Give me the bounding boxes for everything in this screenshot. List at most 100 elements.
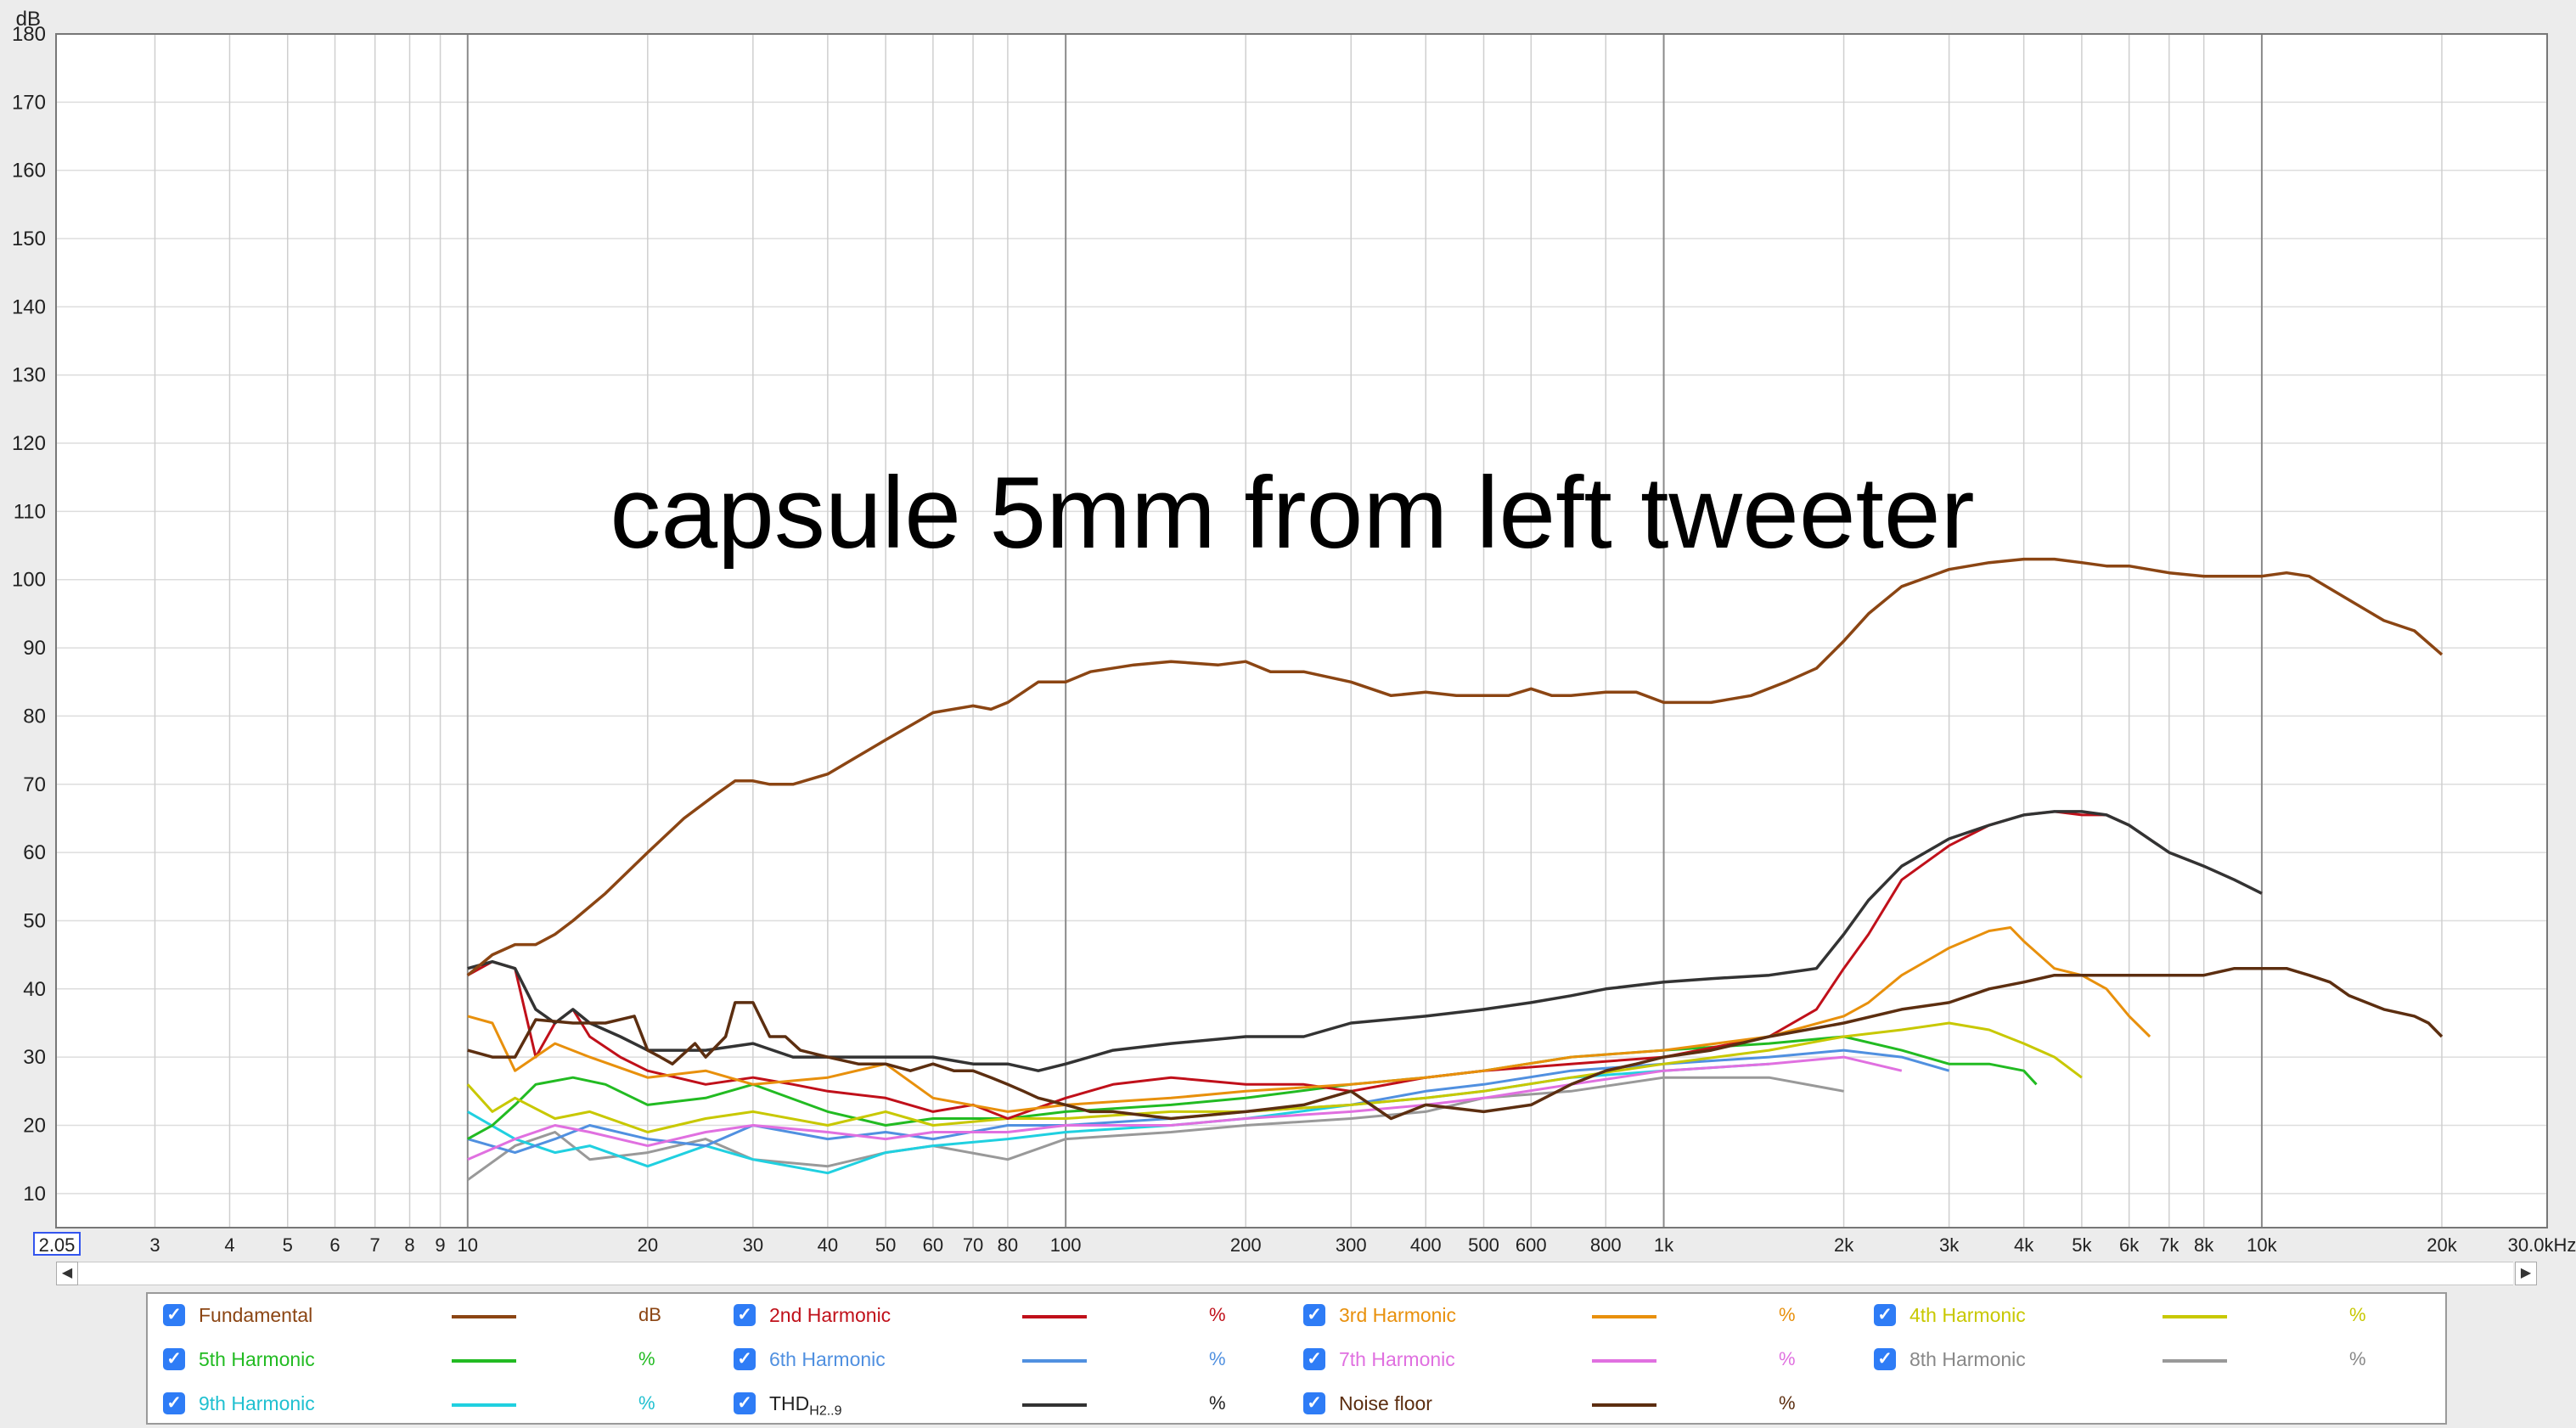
- legend-swatch: [1022, 1315, 1087, 1318]
- x-tick-label: 6: [329, 1234, 340, 1256]
- legend-unit: %: [1209, 1304, 1226, 1325]
- x-tick-label: 5: [283, 1234, 293, 1256]
- checkbox[interactable]: ✓: [1303, 1392, 1325, 1414]
- legend-label: Fundamental: [199, 1304, 313, 1326]
- plot-area: [56, 34, 2547, 1228]
- legend-unit: %: [638, 1392, 655, 1414]
- x-tick-label: 600: [1516, 1234, 1547, 1256]
- series-line-4th-harmonic: [466, 1021, 2083, 1133]
- x-tick-label: 6k: [2119, 1234, 2140, 1256]
- x-start-box[interactable]: [33, 1232, 81, 1256]
- y-tick-label: 110: [14, 500, 46, 523]
- horizontal-scrollbar[interactable]: [78, 1262, 2513, 1285]
- y-axis-label: dB: [16, 8, 41, 31]
- y-tick-label: 40: [23, 978, 46, 1001]
- checkbox[interactable]: ✓: [163, 1392, 185, 1414]
- legend-swatch: [452, 1403, 516, 1407]
- series-line-noise-floor: [467, 966, 2444, 1121]
- checkbox[interactable]: ✓: [1303, 1348, 1325, 1370]
- x-tick-label: 80: [998, 1234, 1018, 1256]
- legend-unit: %: [1209, 1392, 1226, 1414]
- legend-item-6th-harmonic: ✓ 6th Harmonic%: [734, 1341, 1277, 1375]
- checkbox[interactable]: ✓: [163, 1304, 185, 1326]
- y-tick-label: 30: [23, 1046, 46, 1069]
- x-tick-label: 8k: [2194, 1234, 2214, 1256]
- legend-swatch: [1592, 1359, 1656, 1363]
- legend-swatch: [452, 1315, 516, 1318]
- y-tick-label: 180: [12, 23, 46, 46]
- x-tick-label: 10k: [2247, 1234, 2277, 1256]
- x-tick-label: 30: [743, 1234, 763, 1256]
- y-tick-label: 10: [23, 1183, 46, 1206]
- scroll-right-button[interactable]: ▶: [2515, 1262, 2537, 1285]
- x-tick-label: 1k: [1654, 1234, 1674, 1256]
- legend-item-3rd-harmonic: ✓ 3rd Harmonic%: [1303, 1297, 1847, 1331]
- legend-swatch: [1022, 1403, 1087, 1407]
- y-tick-label: 170: [12, 91, 46, 114]
- checkbox[interactable]: ✓: [734, 1304, 756, 1326]
- legend-label: 4th Harmonic: [1910, 1304, 2026, 1326]
- checkbox[interactable]: ✓: [734, 1348, 756, 1370]
- frequency-response-chart: 10 20 30 40 50 60 70 80 90 100 110 120 130 140 150 160 1…: [12, 8, 2576, 1256]
- legend-unit: %: [1779, 1348, 1796, 1369]
- legend-item-4th-harmonic: ✓ 4th Harmonic%: [1874, 1297, 2417, 1331]
- legend-label: 9th Harmonic: [199, 1392, 315, 1414]
- legend-label: 8th Harmonic: [1910, 1348, 2026, 1370]
- x-tick-label: 7k: [2159, 1234, 2179, 1256]
- legend: ✓ Fundamental dB ✓ 2nd Harmonic% ✓ 3rd Harmoni…: [146, 1292, 2447, 1425]
- x-tick-label: 3: [149, 1234, 160, 1256]
- legend-label: THDH2..9: [769, 1392, 842, 1419]
- checkbox[interactable]: ✓: [734, 1392, 756, 1414]
- y-tick-label: 120: [12, 432, 46, 455]
- y-tick-label: 100: [12, 569, 46, 592]
- x-tick-label: 4: [224, 1234, 234, 1256]
- y-tick-label: 90: [23, 637, 46, 660]
- checkbox[interactable]: ✓: [1874, 1304, 1896, 1326]
- x-tick-label: 50: [875, 1234, 896, 1256]
- legend-unit: %: [1779, 1392, 1796, 1414]
- series-line-7th-harmonic: [467, 1055, 1903, 1161]
- legend-item-2nd-harmonic: ✓ 2nd Harmonic%: [734, 1297, 1277, 1331]
- legend-label: 2nd Harmonic: [769, 1304, 891, 1326]
- series-line-8th-harmonic: [466, 1076, 1844, 1182]
- legend-swatch: [2163, 1315, 2227, 1318]
- x-tick-label: 300: [1336, 1234, 1367, 1256]
- y-tick-label: 20: [23, 1114, 46, 1137]
- legend-swatch: [1022, 1359, 1087, 1363]
- y-tick-label: 50: [23, 909, 46, 932]
- y-tick-label: 60: [23, 841, 46, 864]
- checkbox[interactable]: ✓: [1874, 1348, 1896, 1370]
- series-line-fundamental: [466, 557, 2444, 977]
- series-group: [466, 557, 2444, 1182]
- legend-item-8th-harmonic: ✓ 8th Harmonic%: [1874, 1341, 2417, 1375]
- checkbox[interactable]: ✓: [1303, 1304, 1325, 1326]
- x-start-value[interactable]: 2.05: [39, 1234, 76, 1256]
- legend-label: 5th Harmonic: [199, 1348, 315, 1370]
- x-tick-label: 40: [818, 1234, 838, 1256]
- legend-unit: %: [638, 1348, 655, 1369]
- x-tick-label: 200: [1230, 1234, 1262, 1256]
- y-tick-label: 130: [12, 364, 46, 387]
- y-tick-label: 140: [12, 295, 46, 318]
- y-tick-label: 70: [23, 773, 46, 796]
- legend-label: 3rd Harmonic: [1339, 1304, 1457, 1326]
- x-tick-label: 400: [1410, 1234, 1442, 1256]
- legend-item-7th-harmonic: ✓ 7th Harmonic%: [1303, 1341, 1847, 1375]
- x-tick-label: 4k: [2014, 1234, 2034, 1256]
- plot-border: [55, 33, 2548, 1228]
- scroll-left-button[interactable]: ◀: [56, 1262, 78, 1285]
- legend-unit: %: [1779, 1304, 1796, 1325]
- x-tick-label: 3k: [1939, 1234, 1960, 1256]
- y-tick-label: 80: [23, 705, 46, 728]
- series-line-5th-harmonic: [467, 1035, 2038, 1140]
- x-tick-label: 30.0kHz: [2508, 1234, 2576, 1256]
- legend-unit: %: [1209, 1348, 1226, 1369]
- grid: [55, 33, 2548, 1228]
- x-tick-label: 70: [963, 1234, 983, 1256]
- legend-item-9th-harmonic: ✓ 9th Harmonic%: [163, 1386, 706, 1420]
- x-tick-label: 20k: [2427, 1234, 2457, 1256]
- x-tick-label: 20: [638, 1234, 658, 1256]
- chart-title: capsule 5mm from left tweeter: [610, 456, 1974, 570]
- x-tick-label: 10: [458, 1234, 478, 1256]
- checkbox[interactable]: ✓: [163, 1348, 185, 1370]
